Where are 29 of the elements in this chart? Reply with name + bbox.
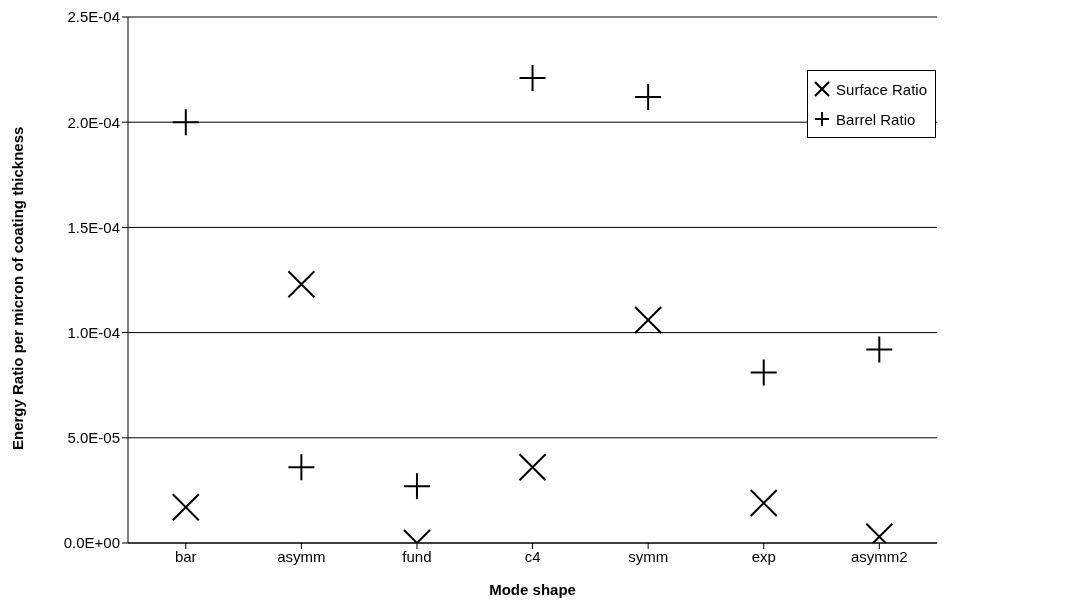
x-tick-label: symm: [628, 547, 669, 565]
point: [288, 454, 315, 481]
point: [866, 336, 893, 363]
y-tick-label: 5.0E-05: [67, 429, 120, 447]
y-tick-label: 2.0E-04: [67, 113, 120, 131]
x-tick-label: asymm: [277, 547, 326, 565]
legend-label: Barrel Ratio: [836, 110, 916, 128]
x-tick-label: exp: [751, 547, 776, 565]
y-tick-label: 0.0E+00: [63, 534, 120, 552]
y-tick-label: 1.5E-04: [67, 218, 120, 236]
legend-label: Surface Ratio: [836, 80, 927, 98]
point: [519, 65, 546, 92]
point: [403, 473, 430, 500]
x-tick-label: fund: [402, 547, 432, 565]
y-tick-label: 2.5E-04: [67, 8, 120, 26]
point: [518, 453, 547, 482]
x-tick-label: bar: [174, 547, 197, 565]
point: [634, 305, 663, 334]
point: [171, 493, 200, 522]
point: [172, 109, 199, 136]
y-tick-label: 1.0E-04: [67, 323, 120, 341]
x-tick-label: asymm2: [850, 547, 908, 565]
point: [749, 489, 778, 518]
point: [287, 270, 316, 299]
x-axis-title: Mode shape: [489, 581, 576, 598]
y-axis-title: Energy Ratio per micron of coating thickness: [9, 126, 27, 450]
x-tick-label: c4: [524, 547, 541, 565]
point: [635, 83, 662, 110]
point: [750, 359, 777, 386]
